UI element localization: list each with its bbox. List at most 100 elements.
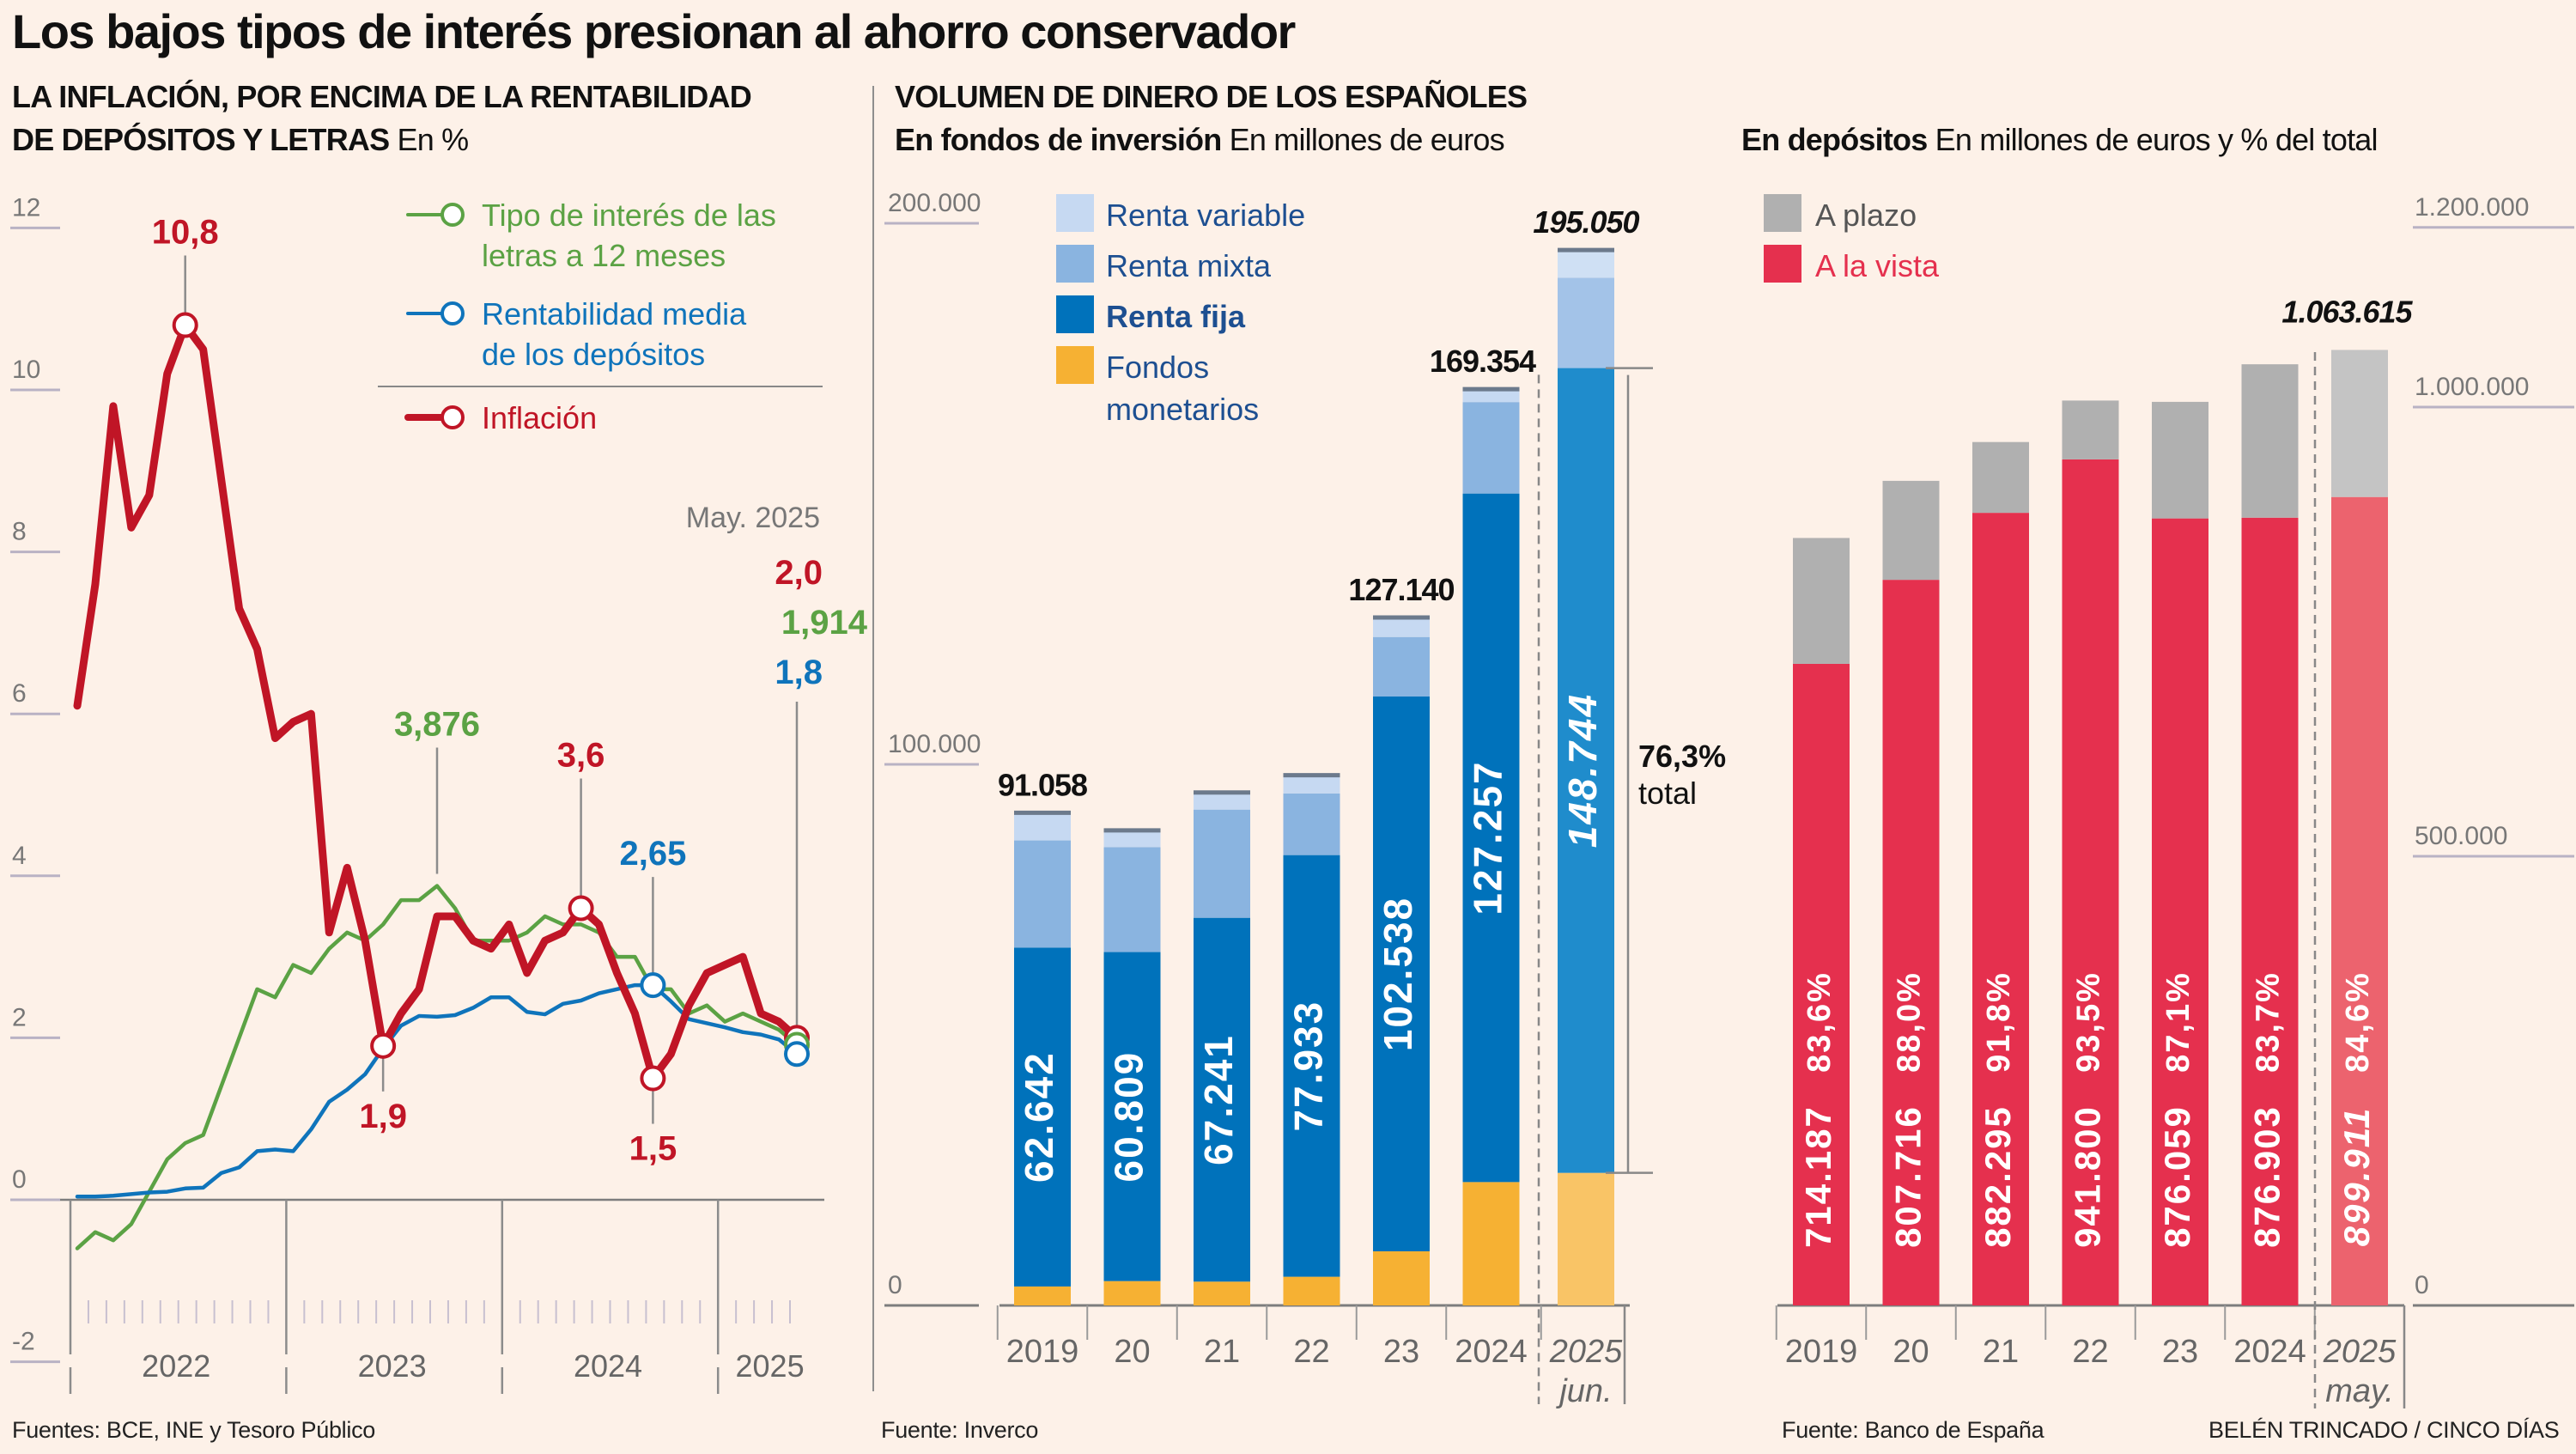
- y-tick-label: 1.000.000: [2415, 373, 2529, 401]
- bar-segment: [2152, 518, 2208, 1305]
- legend-label: Renta fija: [1106, 299, 1246, 334]
- bar-segment: [1558, 1172, 1614, 1305]
- segment-value-label: 148.744: [1560, 693, 1605, 848]
- bar-segment: [1558, 250, 1614, 278]
- segment-value-label: 67.241: [1196, 1034, 1241, 1165]
- bar-pct-label: 91,8%: [1981, 971, 2017, 1073]
- legend-swatch: [1056, 194, 1094, 232]
- legend-label: Inflación: [482, 400, 597, 435]
- credit: BELÉN TRINCADO / CINCO DÍAS: [2208, 1417, 2560, 1443]
- legend-swatch: [1764, 194, 1801, 232]
- bar-segment: [1882, 480, 1940, 581]
- bar-pct-label: 88,0%: [1892, 971, 1928, 1073]
- bar-segment: [1103, 952, 1161, 1281]
- middle-heading: En fondos de inversión En millones de eu…: [895, 122, 1505, 158]
- x-year-label: 2025: [736, 1348, 805, 1384]
- x-category-label: 2025: [1549, 1334, 1623, 1370]
- legend-label: letras a 12 meses: [482, 238, 726, 273]
- end-date-label: May. 2025: [686, 502, 820, 534]
- bar-segment: [1194, 792, 1250, 810]
- x-category-label: 2019: [1785, 1334, 1858, 1370]
- x-category-label: 22: [1293, 1334, 1329, 1370]
- left-heading-line2: DE DEPÓSITOS Y LETRAS En %: [12, 122, 470, 158]
- bar-segment: [1283, 793, 1340, 855]
- bar-segment: [1194, 917, 1250, 1282]
- x-category-label: 22: [2072, 1334, 2108, 1370]
- segment-value-label: 102.538: [1376, 897, 1420, 1051]
- x-year-label: 2022: [142, 1348, 210, 1384]
- legend-label: A la vista: [1815, 248, 1940, 283]
- right-heading-unit: En millones de euros y % del total: [1935, 122, 2379, 157]
- bar-value-label: 876.059: [2157, 1105, 2197, 1248]
- annotation-label: 3,6: [557, 737, 605, 775]
- annotation-marker: [172, 312, 198, 338]
- legend-swatch-marker: [440, 301, 465, 325]
- x-category-label: 2024: [2233, 1334, 2306, 1370]
- right-heading-bold: En depósitos: [1741, 122, 1928, 157]
- bar-segment: [1462, 1182, 1520, 1305]
- bar-segment: [2241, 364, 2299, 518]
- end-value-label: 1,914: [781, 604, 868, 642]
- y-tick-label: 1.200.000: [2415, 193, 2529, 222]
- legend-swatch-marker: [440, 203, 465, 227]
- x-category-label: 20: [1114, 1334, 1150, 1370]
- legend-label: Tipo de interés de las: [482, 198, 776, 233]
- panel-divider-left: [872, 86, 874, 1391]
- bar-segment: [1014, 812, 1071, 841]
- legend-swatch: [1764, 245, 1801, 283]
- legend-label: A plazo: [1815, 198, 1917, 233]
- middle-source: Fuente: Inverco: [881, 1417, 1039, 1443]
- segment-value-label: 62.642: [1017, 1051, 1061, 1183]
- end-value-label: 2,0: [775, 554, 823, 592]
- annotation-marker: [640, 972, 666, 999]
- bar-value-label: 899.911: [2336, 1107, 2377, 1247]
- middle-heading-bold: En fondos de inversión: [895, 122, 1222, 157]
- bar-segment: [1972, 441, 2029, 514]
- annotation-marker: [640, 1065, 666, 1092]
- legend-label: Renta variable: [1106, 198, 1305, 233]
- bar-segment: [1283, 775, 1340, 794]
- bar-segment: [1793, 538, 1850, 664]
- bar-segment: [1103, 1281, 1161, 1305]
- x-category-sublabel: may.: [2325, 1373, 2394, 1409]
- end-value-label: 1,8: [775, 654, 823, 691]
- annotation-label: 2,65: [619, 835, 686, 873]
- segment-value-label: 127.257: [1466, 760, 1510, 915]
- bar-pct-label: 87,1%: [2160, 971, 2196, 1073]
- segment-value-label: 60.809: [1107, 1051, 1151, 1183]
- bar-segment: [1558, 368, 1614, 1173]
- bar-pct-label: 84,6%: [2340, 971, 2376, 1073]
- legend-label: Fondos: [1106, 350, 1209, 385]
- bar-segment: [1793, 663, 1850, 1305]
- y-tick-label: 0: [12, 1165, 27, 1194]
- y-tick-label: 8: [12, 518, 27, 546]
- funds-bar-chart: 200.000 100.000 0 2019 62.642 91.058 20 60.809 2…: [884, 189, 1726, 1409]
- bar-segment: [1373, 697, 1430, 1251]
- bar-total-label: 1.063.615: [2281, 294, 2413, 329]
- legend-label: Rentabilidad media: [482, 296, 747, 332]
- left-heading-line1: LA INFLACIÓN, POR ENCIMA DE LA RENTABILI…: [12, 79, 752, 114]
- legend-swatch-marker: [440, 405, 465, 429]
- middle-heading-unit: En millones de euros: [1229, 122, 1505, 157]
- bar-segment: [2241, 517, 2299, 1305]
- right-source: Fuente: Banco de España: [1782, 1417, 2044, 1443]
- legend-swatch: [1056, 295, 1094, 333]
- x-category-label: 2025: [2323, 1334, 2397, 1370]
- bar-segment: [1462, 389, 1520, 403]
- x-category-label: 20: [1893, 1334, 1929, 1370]
- left-heading-unit: En %: [397, 122, 470, 157]
- bar-segment: [1373, 636, 1430, 697]
- bar-segment: [2331, 350, 2388, 497]
- bar-value-label: 882.295: [1978, 1105, 2018, 1248]
- bar-segment: [1014, 840, 1071, 948]
- annotation-label: 1,5: [629, 1130, 677, 1168]
- left-heading-bold: DE DEPÓSITOS Y LETRAS: [12, 122, 390, 157]
- bar-segment: [1014, 947, 1071, 1287]
- legend-label: Renta mixta: [1106, 248, 1272, 283]
- bar-value-label: 807.716: [1888, 1105, 1929, 1248]
- bar-segment: [1194, 809, 1250, 918]
- bar-segment: [2331, 496, 2388, 1305]
- bar-pct-label: 93,5%: [2071, 971, 2107, 1073]
- y-tick-label: 10: [12, 356, 40, 384]
